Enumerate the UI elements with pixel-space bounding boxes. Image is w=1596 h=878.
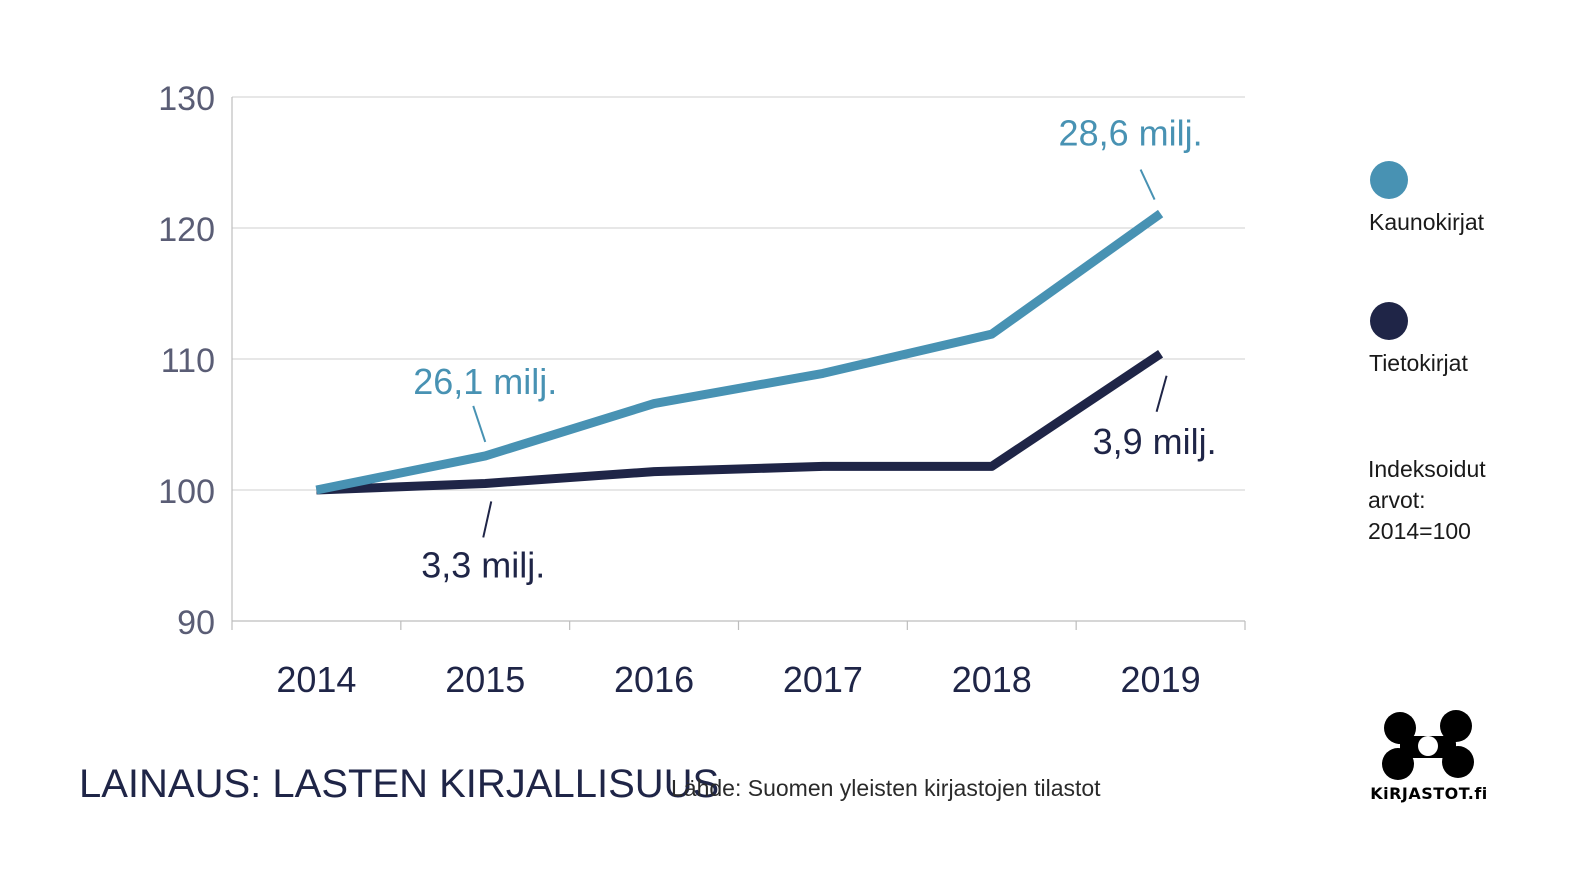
x-tick-label: 2018: [952, 659, 1032, 700]
legend-note: Indeksoidut: [1368, 456, 1486, 482]
legend-swatch: [1370, 161, 1408, 199]
y-tick-label: 110: [161, 342, 215, 380]
kirjastot-logo: KiRJASTOT.fi: [1370, 706, 1490, 806]
x-tick-label: 2019: [1121, 659, 1201, 700]
annotations: 26,1 milj. 28,6 milj. 3,3 milj. 3,9 milj.: [413, 113, 1216, 586]
y-tick-label: 90: [177, 604, 215, 642]
legend-note: arvot:: [1368, 487, 1426, 513]
legend-swatch: [1370, 302, 1408, 340]
series-line-kaunokirjat: [315, 209, 1164, 495]
grid-lines: [232, 96, 1245, 491]
annotation-leader: [1155, 375, 1168, 413]
x-tick-labels: 2014 2015 2016 2017 2018 2019: [276, 659, 1200, 700]
y-tick-label: 120: [158, 211, 215, 249]
logo-mark-icon: [1382, 710, 1474, 780]
source-note: Lähde: Suomen yleisten kirjastojen tilas…: [671, 775, 1101, 801]
annotation-label: 3,9 milj.: [1093, 421, 1217, 462]
annotation-label: 26,1 milj.: [413, 361, 557, 402]
legend: Kaunokirjat Tietokirjat Indeksoidut arvot: 2…: [1368, 161, 1486, 544]
y-tick-label: 130: [158, 80, 215, 118]
annotation-label: 3,3 milj.: [421, 544, 545, 585]
annotation-leader: [1139, 169, 1156, 201]
axes: [231, 97, 1246, 630]
x-tick-label: 2014: [276, 659, 356, 700]
logo-text: KiRJASTOT.fi: [1370, 784, 1488, 803]
annotation-leader: [472, 405, 487, 443]
y-tick-label: 100: [158, 473, 215, 511]
series-line-tietokirjat: [316, 350, 1164, 495]
series-lines: [315, 209, 1164, 495]
x-tick-label: 2015: [445, 659, 525, 700]
legend-note: 2014=100: [1368, 518, 1471, 544]
legend-label: Tietokirjat: [1369, 350, 1468, 376]
annotation-leader: [482, 501, 493, 538]
chart-title: LAINAUS: LASTEN KIRJALLISUUS: [79, 762, 720, 806]
y-tick-labels: 90 100 110 120 130: [158, 80, 215, 642]
x-tick-label: 2016: [614, 659, 694, 700]
legend-label: Kaunokirjat: [1369, 209, 1485, 235]
x-tick-label: 2017: [783, 659, 863, 700]
annotation-label: 28,6 milj.: [1059, 113, 1203, 154]
